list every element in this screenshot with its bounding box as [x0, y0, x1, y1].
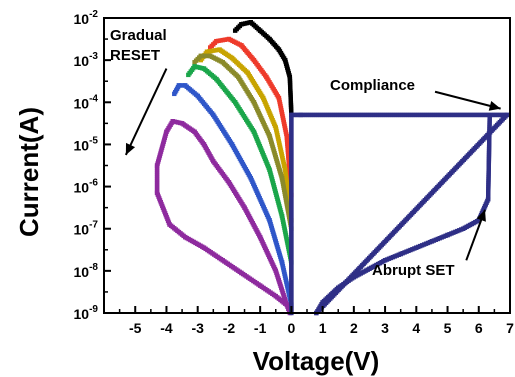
- x-tick-label: 6: [475, 320, 483, 336]
- y-axis-label: Current(A): [14, 107, 44, 237]
- y-tick-label: 10-5: [74, 135, 99, 153]
- x-tick-label: -4: [160, 320, 173, 336]
- x-tick-label: 0: [287, 320, 295, 336]
- series-0: [232, 20, 294, 118]
- x-tick-label: 5: [444, 320, 452, 336]
- compliance-arrow-head: [488, 101, 501, 111]
- annotation-label: Abrupt SET: [372, 262, 455, 279]
- y-tick-label: 10-7: [74, 220, 99, 238]
- reset-arrow-head: [125, 142, 136, 155]
- series-layer: [154, 20, 510, 316]
- data-point: [207, 45, 213, 50]
- x-tick-label: 2: [350, 320, 358, 336]
- x-tick-label: -2: [223, 320, 236, 336]
- y-tick-label: 10-9: [74, 304, 99, 322]
- annotation-label: Compliance: [330, 77, 415, 94]
- y-tick-label: 10-6: [74, 178, 99, 196]
- data-point: [232, 28, 238, 33]
- annotation-label: Gradual RESET: [110, 27, 167, 64]
- annotation-layer: Gradual RESET Compliance Abrupt SET: [110, 27, 501, 279]
- set-arrow-head: [476, 209, 486, 222]
- data-point: [186, 72, 191, 78]
- y-tick-label: 10-3: [74, 51, 99, 69]
- y-tick-label: 10-4: [74, 93, 99, 111]
- x-axis-label: Voltage(V): [253, 346, 380, 376]
- x-tick-label: 4: [412, 320, 420, 336]
- ticks-layer: -5 -4 -3 -2 -1 0 1 2 3 4 5 6 7 10-2 10-3 10-4 10-5 10-6 10…: [74, 9, 515, 336]
- series-6: [154, 119, 294, 316]
- data-point: [487, 114, 492, 120]
- series-5: [172, 83, 294, 307]
- series-7: [289, 112, 510, 316]
- data-point: [198, 57, 204, 63]
- data-point: [192, 60, 197, 65]
- x-tick-label: 7: [506, 320, 514, 336]
- y-tick-label: 10-2: [74, 9, 99, 27]
- series-3: [192, 53, 294, 231]
- compliance-arrow: [434, 90, 501, 110]
- x-tick-label: -5: [129, 320, 142, 336]
- x-tick-label: 1: [319, 320, 327, 336]
- x-tick-label: -3: [191, 320, 204, 336]
- data-point: [172, 91, 177, 97]
- x-tick-label: -1: [254, 320, 267, 336]
- x-tick-label: 3: [381, 320, 389, 336]
- y-tick-label: 10-8: [74, 262, 99, 280]
- reset-arrow: [124, 68, 168, 156]
